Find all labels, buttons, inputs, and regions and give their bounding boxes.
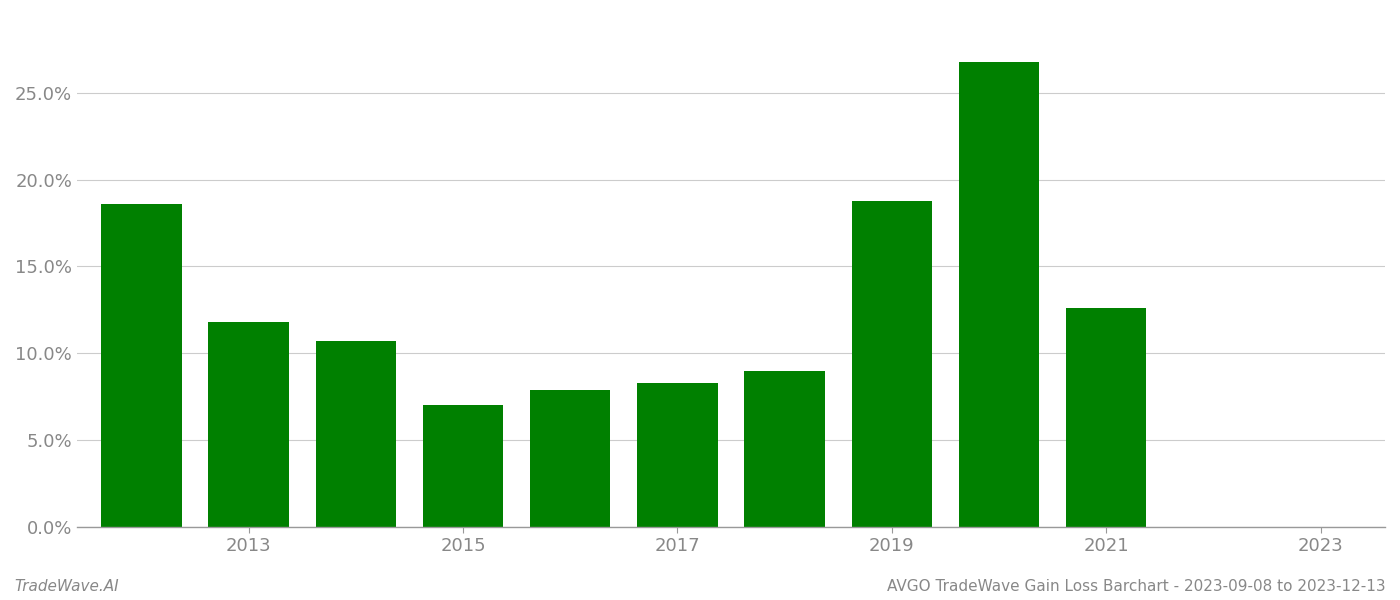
Bar: [209, 322, 288, 527]
Text: AVGO TradeWave Gain Loss Barchart - 2023-09-08 to 2023-12-13: AVGO TradeWave Gain Loss Barchart - 2023…: [888, 579, 1386, 594]
Bar: [101, 204, 182, 527]
Text: TradeWave.AI: TradeWave.AI: [14, 579, 119, 594]
Bar: [1065, 308, 1147, 527]
Bar: [315, 341, 396, 527]
Bar: [851, 200, 932, 527]
Bar: [745, 371, 825, 527]
Bar: [423, 405, 503, 527]
Bar: [959, 62, 1039, 527]
Bar: [531, 389, 610, 527]
Bar: [637, 383, 718, 527]
